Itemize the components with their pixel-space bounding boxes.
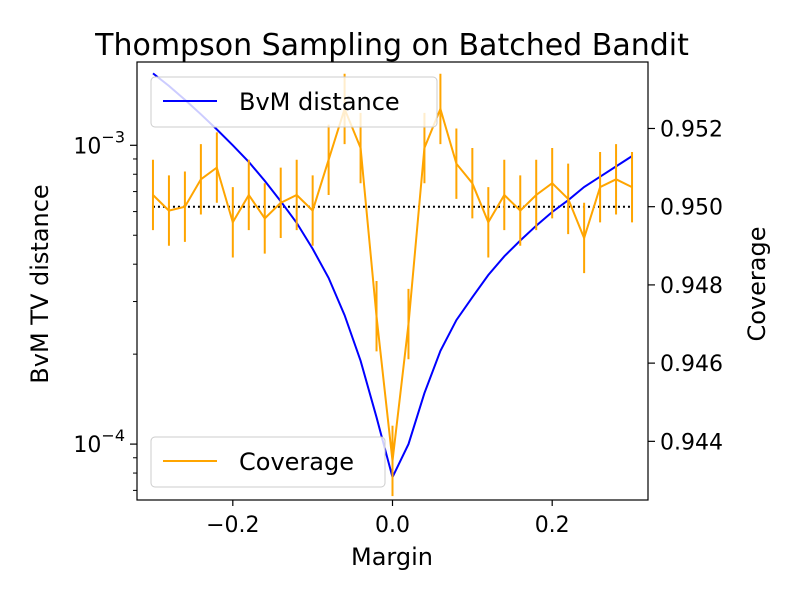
x-axis-label: Margin: [351, 543, 433, 571]
axes: −0.2 0.0 0.2 10−4 10−3 0.944 0.946 0.948 0.950 0.…: [73, 61, 723, 538]
legend-coverage: Coverage: [150, 436, 386, 488]
y-axis-left-label: BvM TV distance: [26, 184, 54, 383]
y-left-tick-label: 10−4: [73, 426, 125, 458]
y-right-tick-label: 0.950: [660, 196, 723, 221]
legend-box: [150, 76, 438, 128]
x-tick-label: 0.2: [535, 513, 570, 538]
legend-bvm-distance: BvM distance: [150, 76, 438, 128]
series-line-bvm-distance: [152, 72, 633, 481]
x-tick-label: 0.0: [375, 513, 410, 538]
y-right-tick-label: 0.946: [660, 352, 723, 377]
x-tick-label: −0.2: [206, 513, 259, 538]
legend-label: BvM distance: [239, 88, 400, 116]
y-left-tick-label: 10−3: [73, 127, 125, 159]
legend-label: Coverage: [239, 448, 354, 476]
plot-area: [151, 72, 634, 497]
y-right-tick-label: 0.948: [660, 274, 723, 299]
y-right-tick-label: 0.952: [660, 117, 723, 142]
y-axis-right-label: Coverage: [743, 227, 771, 342]
series-line-coverage: [152, 105, 633, 462]
y-right-tick-label: 0.944: [660, 430, 723, 455]
legend-box: [150, 436, 386, 488]
legends: BvM distance Coverage: [150, 76, 438, 488]
chart-title: Thompson Sampling on Batched Bandit: [94, 28, 689, 63]
